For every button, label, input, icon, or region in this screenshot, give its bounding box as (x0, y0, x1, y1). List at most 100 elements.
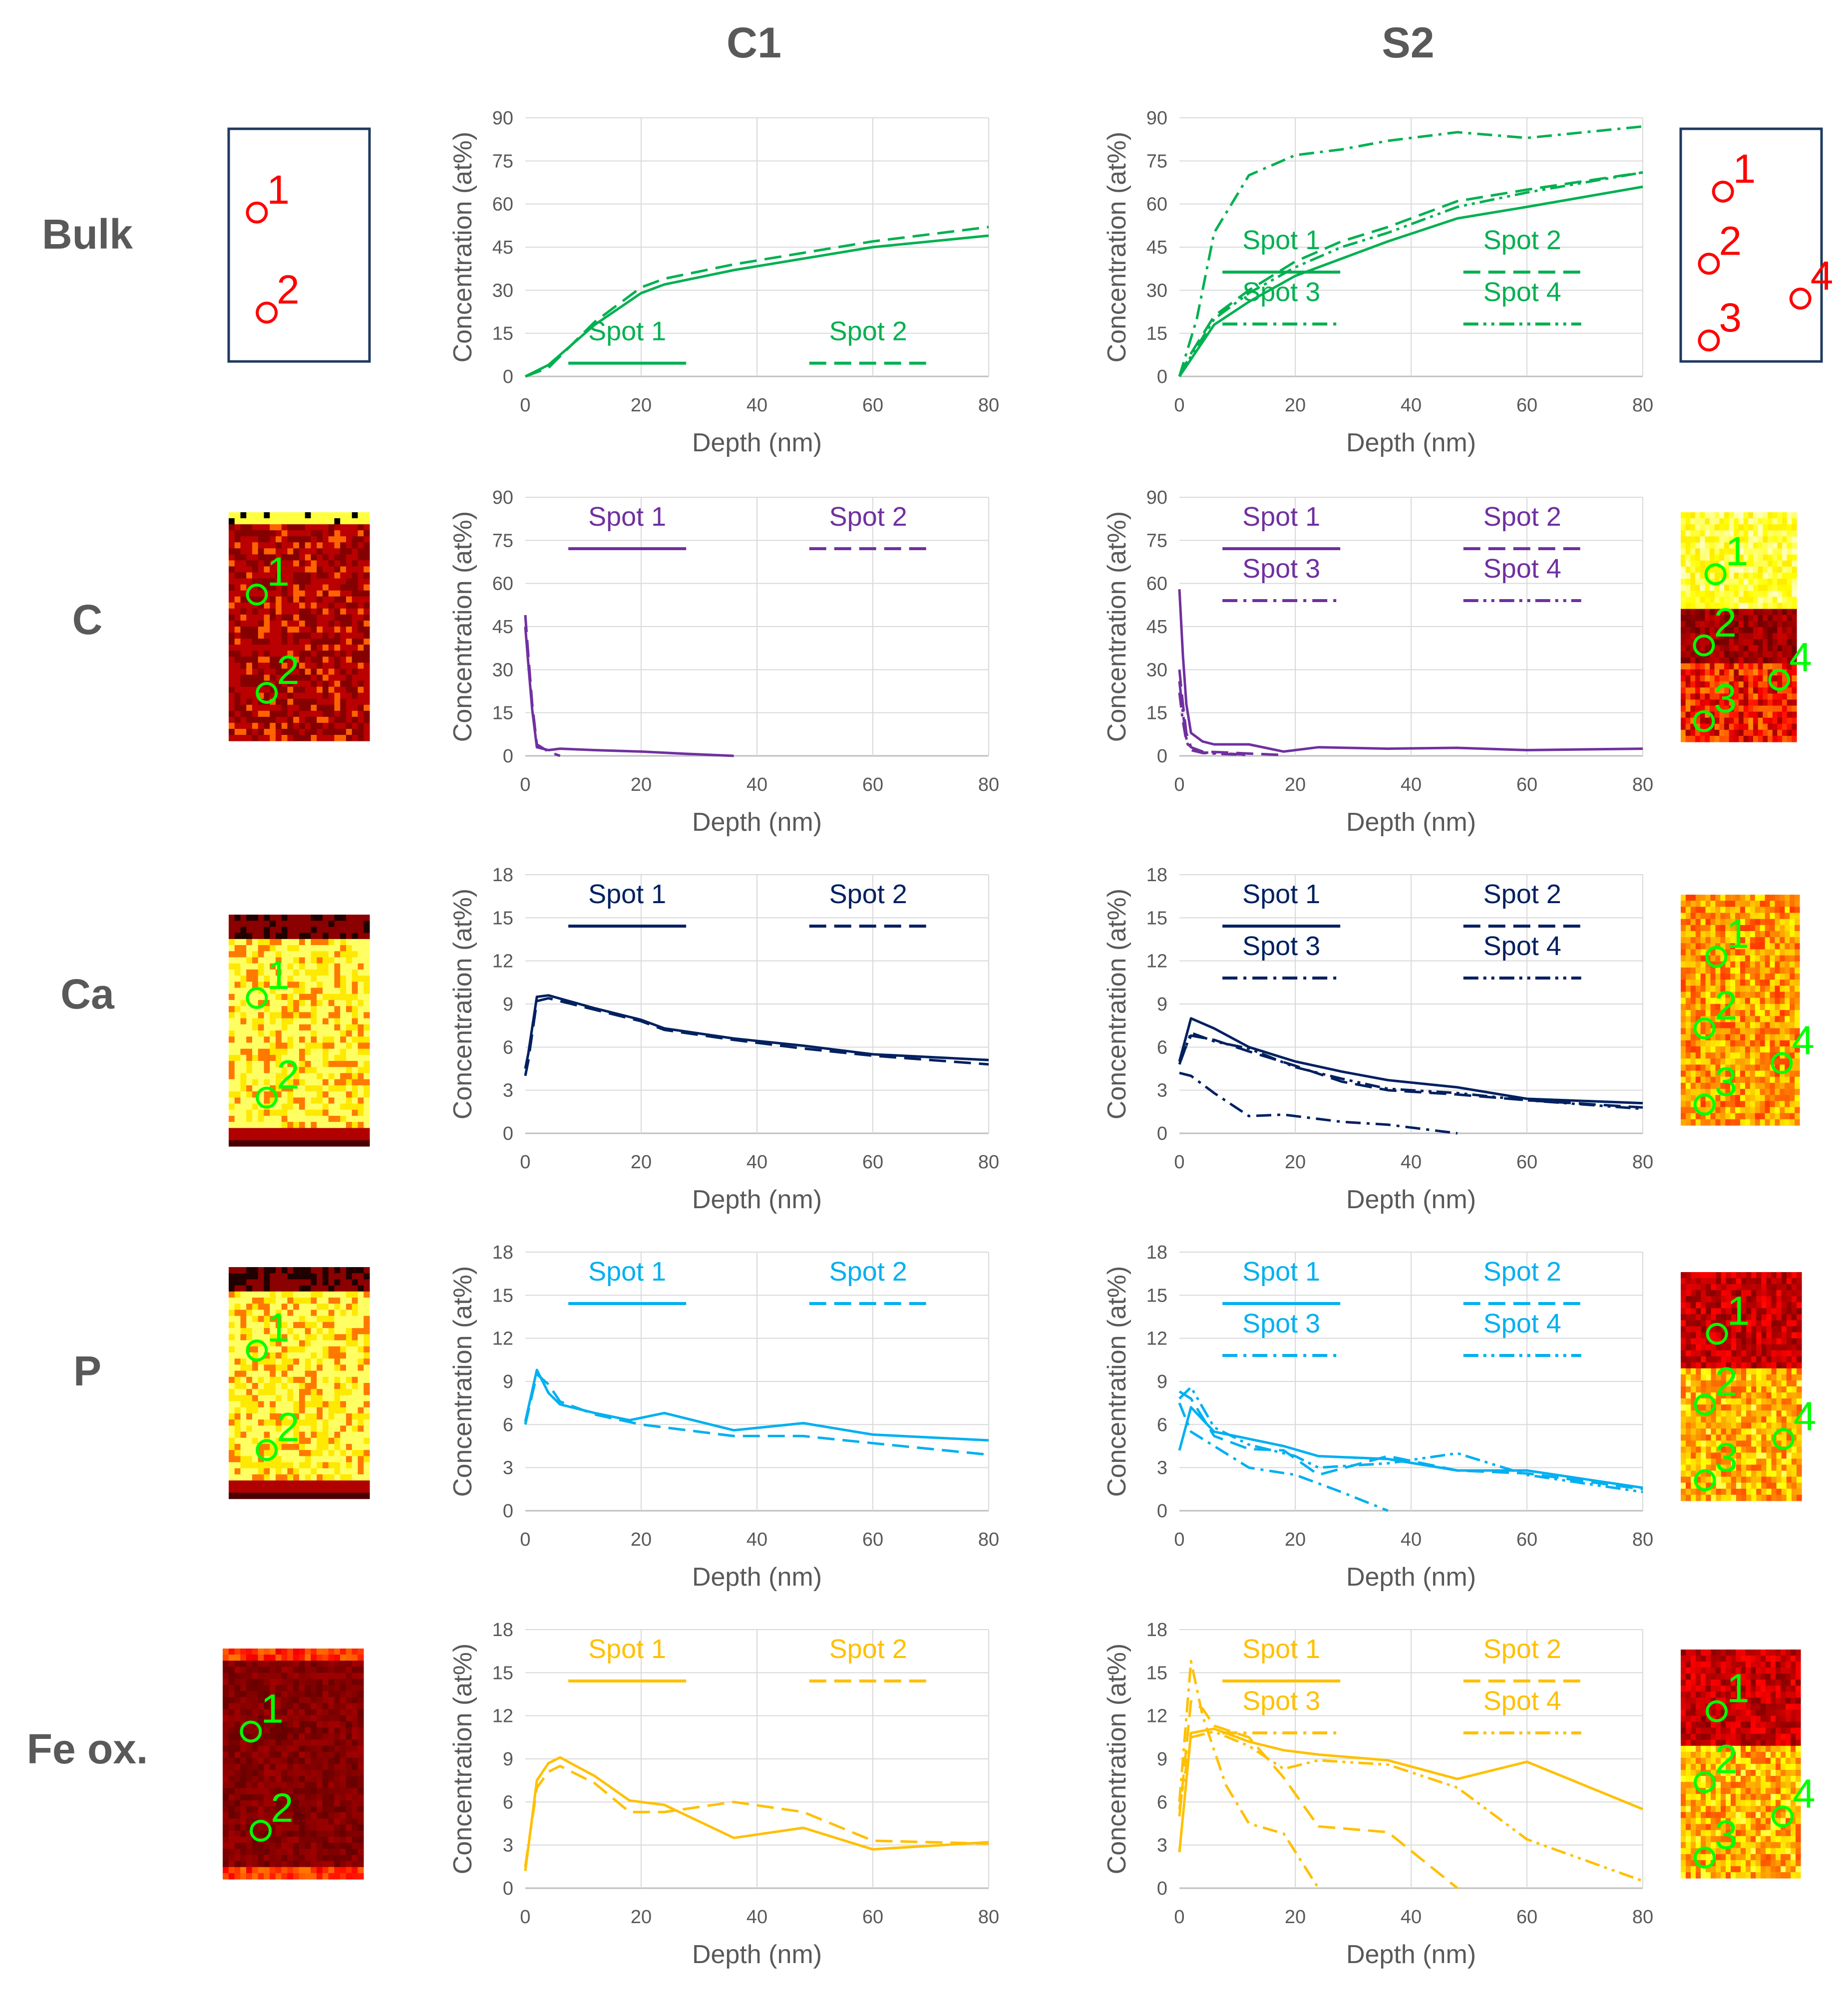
map-pixel (1760, 1052, 1766, 1059)
map-pixel (1750, 943, 1756, 950)
map-pixel (1719, 711, 1725, 718)
map-pixel (264, 939, 270, 946)
map-pixel (1720, 998, 1726, 1004)
map-pixel (352, 633, 359, 639)
map-pixel (364, 608, 370, 615)
map-pixel (276, 716, 282, 723)
map-pixel (328, 1024, 335, 1031)
map-pixel (340, 1128, 347, 1135)
map-pixel (1776, 1326, 1782, 1333)
map-pixel (264, 1419, 270, 1426)
map-pixel (311, 572, 317, 579)
map-pixel (1746, 1350, 1752, 1357)
map-pixel (270, 651, 276, 657)
map-pixel (1755, 931, 1761, 938)
map-pixel (1681, 961, 1686, 968)
map-pixel (1714, 621, 1720, 628)
map-pixel (1685, 639, 1691, 646)
map-pixel (1768, 585, 1773, 591)
map-pixel (1748, 524, 1754, 531)
map-pixel (234, 1437, 241, 1444)
map-pixel (1739, 717, 1744, 724)
map-pixel (1711, 1326, 1717, 1333)
map-pixel (276, 957, 282, 964)
map-pixel (1763, 512, 1768, 519)
map-pixel (328, 1407, 335, 1414)
map-pixel (240, 572, 247, 579)
map-pixel (352, 716, 359, 723)
map-pixel (346, 1328, 353, 1335)
map-pixel (281, 530, 288, 537)
map-pixel (1739, 723, 1744, 730)
map-pixel (240, 1316, 247, 1323)
map-pixel (358, 1048, 364, 1055)
map-pixel (1750, 992, 1756, 999)
map-pixel (299, 1474, 306, 1481)
map-pixel (1790, 1022, 1795, 1029)
map-pixel (1758, 597, 1763, 604)
map-pixel (1790, 1010, 1795, 1016)
map-pixel (1695, 1010, 1701, 1016)
map-pixel (1758, 663, 1763, 670)
map-pixel (299, 1340, 306, 1347)
map-pixel (1750, 931, 1756, 938)
map-pixel (270, 1389, 276, 1396)
map-pixel (352, 530, 359, 537)
map-pixel (1782, 633, 1788, 640)
map-pixel (246, 1048, 253, 1055)
map-pixel (1753, 717, 1759, 724)
map-pixel (1720, 901, 1726, 907)
map-pixel (270, 1073, 276, 1080)
map-pixel (264, 518, 270, 525)
map-pixel (364, 1474, 370, 1481)
map-pixel (234, 680, 241, 687)
map-pixel (276, 524, 282, 531)
map-pixel (1758, 554, 1763, 561)
map-pixel (1714, 518, 1720, 525)
map-pixel (1780, 980, 1785, 986)
map-pixel (293, 1401, 300, 1408)
map-pixel (1740, 1058, 1746, 1065)
map-pixel (1731, 1284, 1737, 1291)
map-pixel (1739, 729, 1744, 736)
map-pixel (1741, 1314, 1747, 1321)
map-pixel (1795, 919, 1800, 926)
map-pixel (1690, 1052, 1696, 1059)
map-pixel (352, 1328, 359, 1335)
map-pixel (252, 1383, 259, 1389)
map-pixel (346, 602, 353, 609)
map-pixel (1736, 1308, 1742, 1315)
map-pixel (1681, 919, 1686, 926)
map-pixel (1690, 699, 1696, 706)
map-pixel (1724, 675, 1730, 682)
map-pixel (317, 1413, 323, 1420)
map-pixel (276, 734, 282, 741)
map-pixel (276, 939, 282, 946)
map-pixel (317, 933, 323, 940)
map-pixel (1695, 1058, 1701, 1065)
map-pixel (1720, 1113, 1726, 1120)
map-pixel (1780, 1010, 1785, 1016)
map-pixel (311, 1401, 317, 1408)
map-pixel (305, 1091, 312, 1098)
map-pixel (1710, 512, 1715, 519)
map-pixel (328, 915, 335, 921)
map-pixel (352, 1006, 359, 1012)
map-pixel (340, 716, 347, 723)
map-pixel (323, 1273, 329, 1280)
map-pixel (358, 939, 364, 946)
map-pixel (352, 548, 359, 555)
map-pixel (287, 633, 294, 639)
map-pixel (240, 1407, 247, 1414)
map-pixel (346, 1048, 353, 1055)
map-pixel (1785, 895, 1790, 901)
map-pixel (258, 945, 265, 952)
map-pixel (229, 1103, 235, 1110)
map-pixel (281, 1437, 288, 1444)
map-pixel (281, 1444, 288, 1450)
map-pixel (1796, 1302, 1802, 1309)
map-pixel (328, 518, 335, 525)
map-pixel (317, 1018, 323, 1025)
map-pixel (1740, 949, 1746, 956)
map-pixel (1734, 609, 1739, 616)
